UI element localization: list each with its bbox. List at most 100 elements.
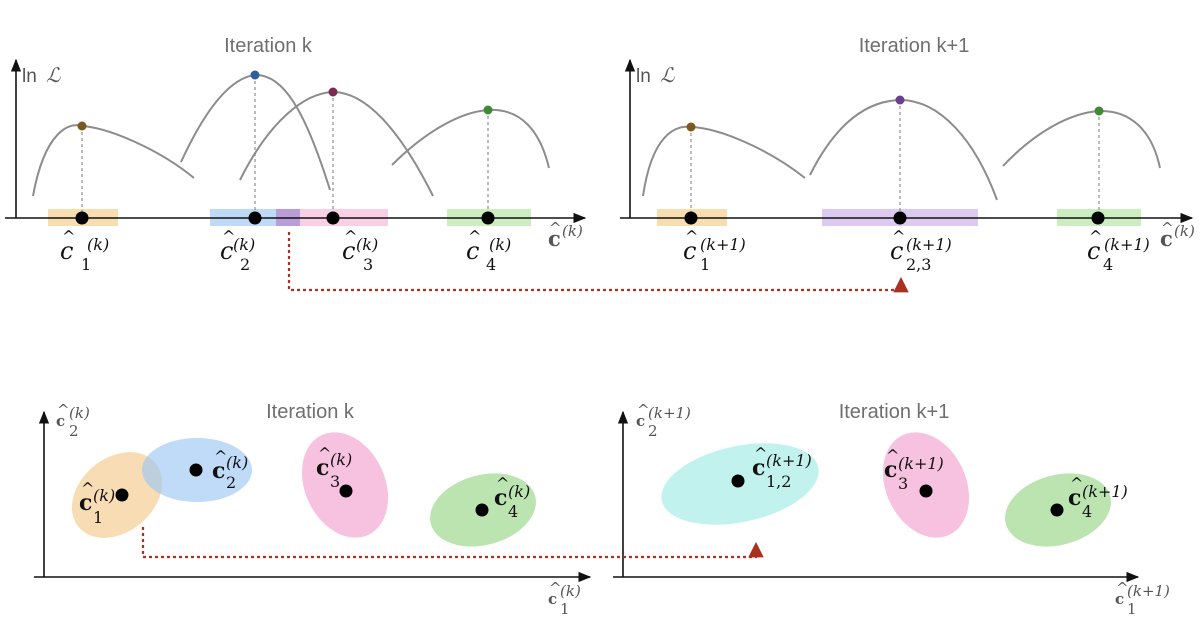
x-axis-label: c ^ (k) xyxy=(548,219,583,251)
estimate-dot-4 xyxy=(481,211,495,225)
likelihood-curve-23 xyxy=(809,98,998,201)
cluster-label-12: c ^ (k+1) 1,2 xyxy=(752,444,812,491)
svg-text:1: 1 xyxy=(1127,600,1137,618)
svg-text:4: 4 xyxy=(486,255,496,274)
svg-text:c: c xyxy=(1087,237,1100,265)
merge-arrow-bottom xyxy=(141,527,764,559)
cluster-label-4: c ^ (k+1) 4 xyxy=(1068,474,1128,521)
cluster-center-1 xyxy=(115,488,129,502)
svg-text:(k+1): (k+1) xyxy=(898,454,944,473)
svg-text:3: 3 xyxy=(330,472,340,491)
svg-text:(k+1): (k+1) xyxy=(906,235,952,254)
cluster-center-4 xyxy=(475,503,489,517)
svg-text:(k+1): (k+1) xyxy=(766,451,812,470)
svg-text:1,2: 1,2 xyxy=(766,472,791,491)
svg-text:^: ^ xyxy=(1161,219,1174,237)
svg-text:c: c xyxy=(212,458,225,484)
svg-text:2,3: 2,3 xyxy=(906,255,931,274)
drop-lines xyxy=(81,75,489,218)
panel-bottom-left: Iteration k c ^ (k) 2 c ^ (k) 1 c ^ (k) … xyxy=(34,401,592,618)
estimate-label-23: c ^ (k+1) 2,3 xyxy=(890,227,952,274)
svg-text:c: c xyxy=(890,237,903,265)
svg-text:(k): (k) xyxy=(87,235,109,254)
cluster-label-1: c ^ (k) 1 xyxy=(79,479,115,527)
cluster-center-2 xyxy=(189,463,203,477)
svg-text:c: c xyxy=(220,237,233,265)
svg-text:^: ^ xyxy=(344,227,357,246)
estimate-label-2: c ^ (k) 2 xyxy=(220,227,255,274)
likelihood-curve-3 xyxy=(239,90,434,197)
svg-text:1: 1 xyxy=(81,255,91,274)
svg-text:1: 1 xyxy=(93,508,103,527)
y-axis-label-prefix: ln xyxy=(22,66,37,87)
svg-text:^: ^ xyxy=(214,447,227,466)
svg-text:(k): (k) xyxy=(508,482,530,501)
y-axis-label-prefix: ln xyxy=(636,66,651,87)
svg-text:(k): (k) xyxy=(562,222,583,240)
panel-title: Iteration k+1 xyxy=(839,401,950,423)
svg-text:^: ^ xyxy=(1070,474,1083,493)
svg-text:c: c xyxy=(466,237,479,265)
cluster-label-3: c ^ (k) 3 xyxy=(316,444,352,491)
svg-text:2: 2 xyxy=(226,473,236,492)
svg-text:c: c xyxy=(752,455,765,481)
svg-text:1: 1 xyxy=(700,255,710,274)
panel-title: Iteration k xyxy=(224,35,313,57)
peak-4 xyxy=(1094,106,1104,116)
peak-1 xyxy=(77,121,87,131)
svg-text:(k): (k) xyxy=(233,235,255,254)
svg-text:c: c xyxy=(1068,485,1081,511)
svg-text:(k): (k) xyxy=(330,450,352,469)
peak-4 xyxy=(483,105,493,115)
svg-text:(k): (k) xyxy=(356,235,378,254)
svg-text:c: c xyxy=(79,490,92,516)
svg-text:^: ^ xyxy=(637,401,650,419)
svg-text:^: ^ xyxy=(685,227,698,246)
svg-text:(k): (k) xyxy=(489,235,511,254)
cluster-center-3 xyxy=(339,484,353,498)
svg-text:c: c xyxy=(548,226,561,251)
likelihood-curve-1 xyxy=(642,125,806,197)
panel-top-right: Iteration k+1 ln ℒ c ^ (k+1) 1 c xyxy=(620,35,1195,274)
svg-text:2: 2 xyxy=(240,255,250,274)
svg-text:4: 4 xyxy=(1082,502,1092,521)
svg-text:c: c xyxy=(683,237,696,265)
svg-text:^: ^ xyxy=(468,227,481,246)
svg-text:^: ^ xyxy=(892,227,905,246)
estimate-dot-1 xyxy=(684,211,698,225)
peak-1 xyxy=(686,122,696,132)
svg-text:^: ^ xyxy=(81,479,94,498)
svg-text:(k+1): (k+1) xyxy=(1127,582,1170,600)
svg-text:3: 3 xyxy=(363,255,373,274)
peak-3 xyxy=(328,87,338,97)
svg-text:c: c xyxy=(1160,226,1173,251)
cluster-center-4 xyxy=(1050,503,1064,517)
svg-text:(k+1): (k+1) xyxy=(1082,482,1128,501)
svg-text:c: c xyxy=(60,237,73,265)
estimate-label-4: c ^ (k) 4 xyxy=(466,227,511,274)
svg-text:c: c xyxy=(342,237,355,265)
estimate-label-1: c ^ (k+1) 1 xyxy=(683,227,746,274)
svg-text:4: 4 xyxy=(1103,255,1113,274)
svg-text:(k+1): (k+1) xyxy=(700,235,746,254)
panel-title: Iteration k xyxy=(266,401,355,423)
svg-text:^: ^ xyxy=(496,474,509,493)
svg-text:(k+1): (k+1) xyxy=(648,404,691,422)
cluster-label-3: c ^ (k+1) 3 xyxy=(884,446,944,493)
svg-text:^: ^ xyxy=(549,579,562,597)
svg-text:c: c xyxy=(636,412,645,430)
svg-text:(k): (k) xyxy=(69,404,90,422)
likelihood-curve-1 xyxy=(32,124,195,197)
svg-text:^: ^ xyxy=(62,227,75,246)
panel-bottom-right: Iteration k+1 c ^ (k+1) 2 c ^ (k+1) 1 c … xyxy=(613,401,1170,618)
svg-text:2: 2 xyxy=(648,422,658,440)
y-axis-label-script: ℒ xyxy=(46,63,61,87)
svg-text:^: ^ xyxy=(222,227,235,246)
cluster-label-4: c ^ (k) 4 xyxy=(494,474,530,521)
x-axis-label: c ^ (k) xyxy=(1160,219,1195,251)
estimate-label-4: c ^ (k+1) 4 xyxy=(1087,227,1150,274)
estimate-label-1: c ^ (k) 1 xyxy=(60,227,109,274)
svg-text:c: c xyxy=(494,485,507,511)
svg-text:^: ^ xyxy=(1089,227,1102,246)
